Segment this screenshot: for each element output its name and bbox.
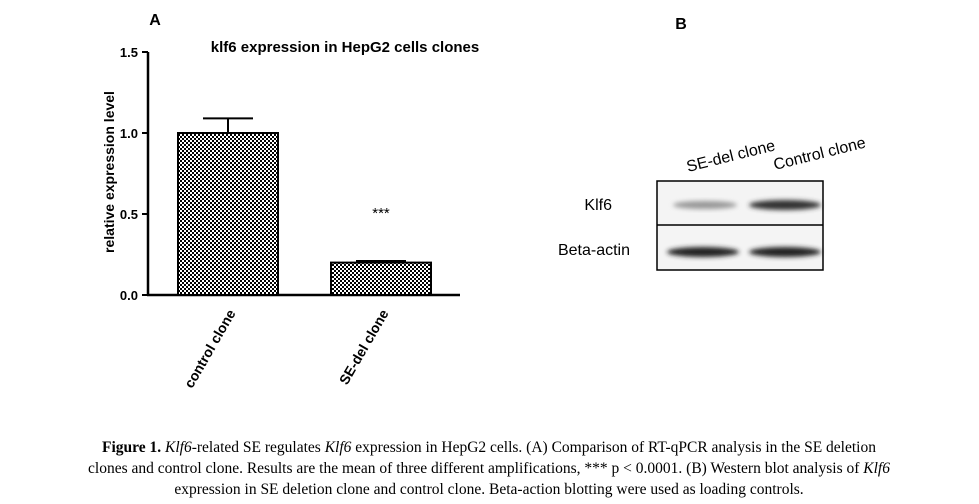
caption-line: expression in SE deletion clone and cont… xyxy=(174,481,803,498)
y-tick-label: 0.5 xyxy=(120,207,138,222)
band xyxy=(673,201,737,209)
panel-label: B xyxy=(675,16,687,33)
caption-line: Figure 1. Klf6-related SE regulates Klf6… xyxy=(102,439,876,456)
y-tick-label: 1.0 xyxy=(120,126,138,141)
caption-run: Klf6 xyxy=(324,439,352,456)
lane-label: SE-del clone xyxy=(685,137,777,175)
caption-run: Figure 1. xyxy=(102,439,165,456)
caption-run: clones and control clone. Results are th… xyxy=(88,460,863,477)
chart-title: klf6 expression in HepG2 cells clones xyxy=(211,39,479,56)
lane-label: Control clone xyxy=(772,135,868,174)
row-label: Klf6 xyxy=(584,197,612,214)
row-label: Beta-actin xyxy=(558,242,630,259)
caption-run: Klf6 xyxy=(164,439,192,456)
caption-run: -related SE regulates xyxy=(192,439,325,456)
caption-run: Klf6 xyxy=(862,460,890,477)
bar xyxy=(330,261,432,297)
bar xyxy=(177,132,279,296)
panel-label: A xyxy=(149,12,161,29)
caption-run: expression in SE deletion clone and cont… xyxy=(174,481,803,498)
western-blot: B SE-del clone Control clone Klf6 Beta-a… xyxy=(558,16,868,271)
caption: Figure 1. Klf6-related SE regulates Klf6… xyxy=(88,439,890,498)
caption-run: expression in HepG2 cells. (A) Compariso… xyxy=(351,439,876,456)
annotation: *** xyxy=(372,205,390,222)
x-tick-label: control clone xyxy=(181,306,239,390)
band xyxy=(749,200,821,210)
y-tick-label: 1.5 xyxy=(120,45,138,60)
y-tick-label: 0.0 xyxy=(120,288,138,303)
band xyxy=(749,247,821,257)
band xyxy=(667,247,739,257)
bar-chart: A klf6 expression in HepG2 cells clones … xyxy=(101,12,479,391)
x-tick-label: SE-del clone xyxy=(336,306,392,387)
y-axis-label: relative expression level xyxy=(101,91,117,253)
caption-line: clones and control clone. Results are th… xyxy=(88,460,890,477)
